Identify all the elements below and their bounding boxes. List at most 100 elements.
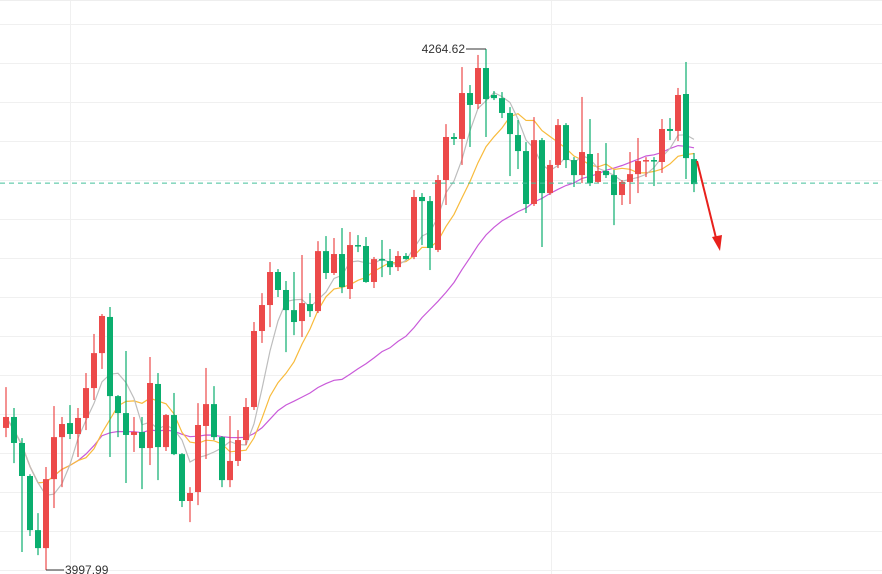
candle-down — [483, 49, 489, 137]
candle-up — [435, 175, 441, 253]
candle-body — [627, 174, 633, 182]
candle-body — [571, 160, 577, 176]
candle-body — [11, 416, 17, 443]
candle-down — [571, 157, 577, 188]
candle-body — [131, 432, 137, 435]
candle-body — [563, 125, 569, 161]
candle-body — [115, 396, 121, 414]
candle-up — [371, 256, 377, 289]
candle-body — [427, 201, 433, 248]
candle-body — [667, 128, 673, 131]
candle-up — [83, 373, 89, 431]
candle-up — [531, 117, 537, 206]
candle-body — [267, 272, 273, 306]
candle-body — [227, 460, 233, 481]
candle-down — [123, 350, 129, 484]
candle-body — [435, 179, 441, 250]
candle-down — [419, 193, 425, 246]
candle-body — [283, 289, 289, 311]
candle-down — [155, 373, 161, 481]
candle-body — [243, 407, 249, 441]
candle-down — [219, 436, 225, 488]
candle-up — [91, 333, 97, 400]
candle-body — [339, 254, 345, 288]
candle-up — [547, 160, 553, 196]
candle-up — [195, 403, 201, 506]
candle-up — [635, 137, 641, 194]
candle-up — [59, 416, 65, 488]
candle-up — [619, 179, 625, 205]
candle-body — [155, 383, 161, 448]
candle-up — [163, 414, 169, 451]
candle-down — [651, 157, 657, 187]
candle-body — [619, 181, 625, 196]
candle-body — [323, 251, 329, 273]
candle-body — [547, 164, 553, 194]
candle-up — [299, 255, 305, 338]
candle-down — [683, 61, 689, 180]
candle-down — [107, 306, 113, 458]
candle-down — [563, 123, 569, 169]
candle-down — [27, 474, 33, 536]
candle-body — [651, 160, 657, 162]
candle-body — [83, 388, 89, 418]
candle-body — [259, 305, 265, 332]
candle-body — [387, 261, 393, 268]
candle-down — [179, 453, 185, 508]
candle-body — [331, 254, 337, 273]
candle-body — [27, 475, 33, 531]
candle-body — [395, 255, 401, 268]
candle-down — [691, 153, 697, 193]
candle-body — [51, 437, 57, 480]
candle-up — [555, 119, 561, 169]
candle-body — [443, 136, 449, 180]
candle-body — [691, 159, 697, 185]
candle-body — [35, 530, 41, 549]
candle-body — [539, 140, 545, 194]
candle-body — [411, 196, 417, 257]
candle-body — [91, 353, 97, 389]
candle-body — [595, 170, 601, 182]
ma30-line — [5, 144, 695, 484]
candle-body — [171, 415, 177, 455]
candle-up — [347, 231, 353, 299]
candle-down — [667, 118, 673, 141]
candle-down — [355, 235, 361, 253]
candle-up — [315, 241, 321, 314]
candle-down — [11, 408, 17, 464]
candle-up — [259, 293, 265, 343]
candle-up — [595, 153, 601, 184]
candle-down — [603, 143, 609, 179]
low-label: 3997.99 — [65, 563, 109, 574]
candle-body — [507, 112, 513, 135]
candle-down — [499, 92, 505, 119]
candle-down — [523, 142, 529, 214]
candle-body — [363, 246, 369, 282]
candle-body — [491, 94, 497, 99]
candle-body — [211, 404, 217, 438]
candle-body — [147, 382, 153, 449]
candle-up — [147, 357, 153, 466]
candle-up — [75, 408, 81, 458]
trend-arrow — [696, 160, 722, 251]
candle-body — [675, 94, 681, 131]
candle-up — [51, 406, 57, 509]
candle-body — [139, 432, 145, 449]
candle-up — [243, 398, 249, 445]
candle-body — [451, 136, 457, 139]
candle-down — [427, 196, 433, 271]
candle-body — [683, 94, 689, 159]
candle-body — [315, 251, 321, 312]
candle-body — [603, 170, 609, 176]
candle-down — [307, 293, 313, 317]
candle-body — [251, 331, 257, 408]
candle-up — [235, 430, 241, 467]
candle-body — [163, 415, 169, 448]
candle-up — [443, 124, 449, 205]
candle-down — [283, 281, 289, 353]
candle-up — [187, 487, 193, 523]
candle-down — [379, 239, 385, 278]
candle-body — [219, 437, 225, 481]
candle-up — [643, 157, 649, 178]
